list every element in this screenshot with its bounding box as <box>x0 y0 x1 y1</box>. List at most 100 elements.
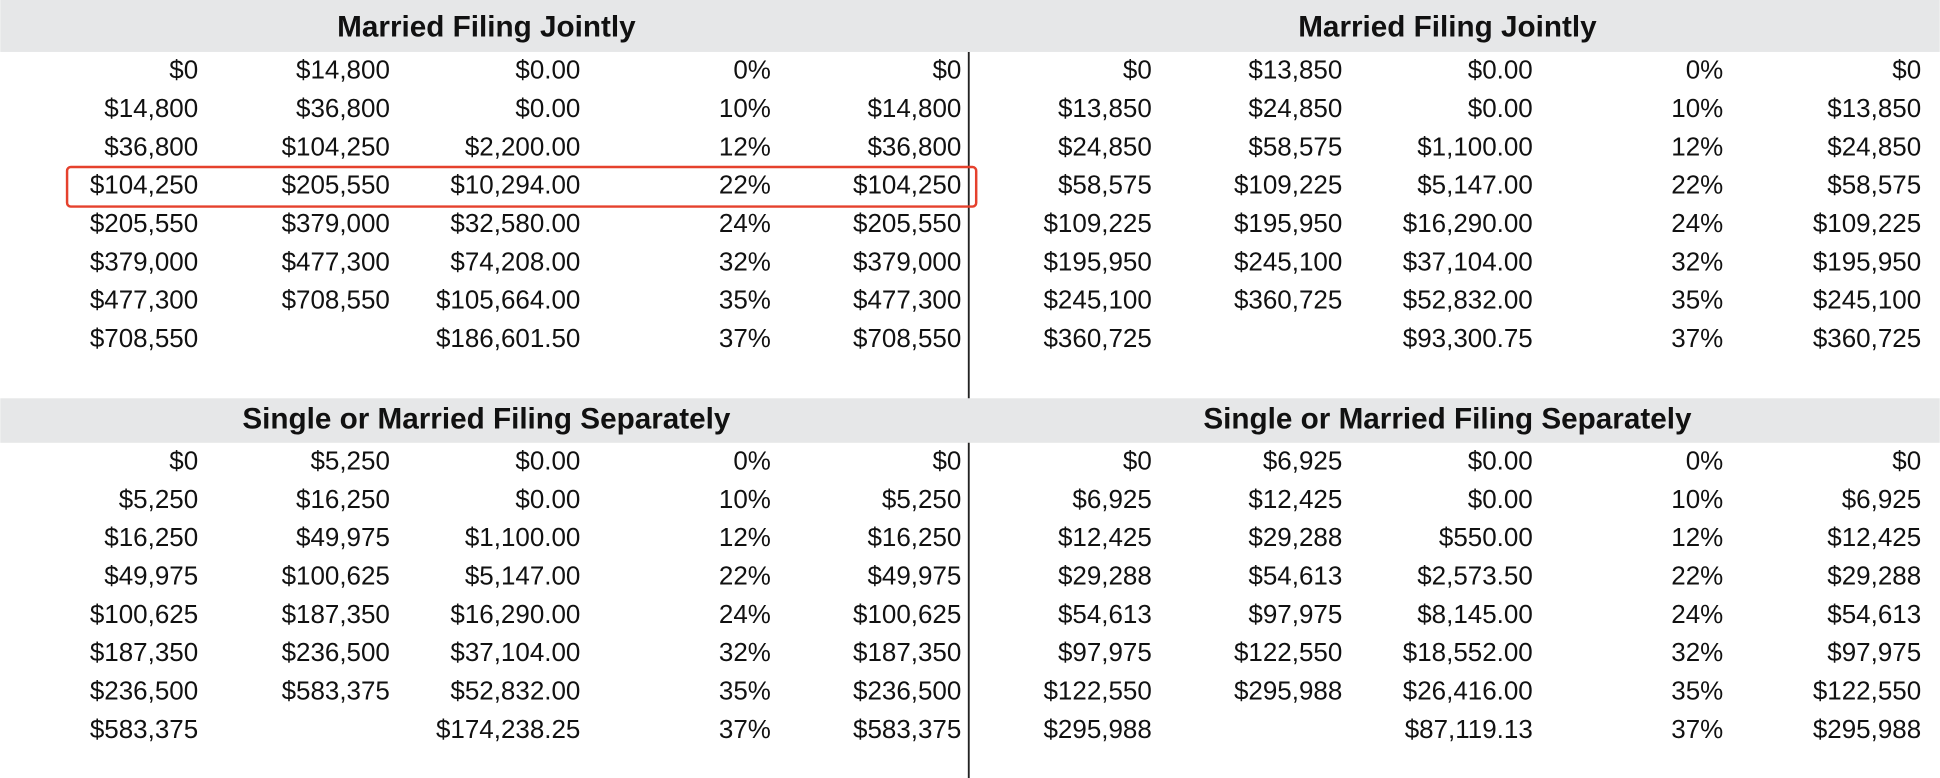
table-cell: $1,100.00 <box>1417 131 1533 161</box>
table-cell: $58,575 <box>1827 170 1921 200</box>
table-cell: $16,250 <box>867 522 961 552</box>
table-cell: $97,975 <box>1827 637 1921 667</box>
table-cell: $24,850 <box>1827 131 1921 161</box>
table-cell: $14,800 <box>867 93 961 123</box>
table-cell: $12,425 <box>1248 484 1342 514</box>
table-cell: $109,225 <box>1813 208 1921 238</box>
table-cell: $109,225 <box>1234 170 1342 200</box>
table-cell: 35% <box>719 676 771 706</box>
table-cell: 0% <box>1686 445 1724 475</box>
table-cell: $16,290.00 <box>1403 208 1533 238</box>
table-cell: $708,550 <box>853 323 961 353</box>
table-cell: $24,850 <box>1248 93 1342 123</box>
table-cell: $49,975 <box>296 522 390 552</box>
table-cell: $1,100.00 <box>465 522 581 552</box>
table-cell: $245,100 <box>1043 285 1151 315</box>
table-cell: $550.00 <box>1439 522 1533 552</box>
table-cell: $104,250 <box>90 170 198 200</box>
table-cell: 24% <box>719 599 771 629</box>
table-cell: 22% <box>719 170 771 200</box>
table-cell: 12% <box>719 131 771 161</box>
table-cell: $10,294.00 <box>450 170 580 200</box>
table-cell: $36,800 <box>104 131 198 161</box>
table-cell: 32% <box>719 246 771 276</box>
table-cell: 0% <box>1686 55 1724 85</box>
header-band <box>0 0 1940 52</box>
table-cell: $0 <box>1123 55 1152 85</box>
table-cell: $205,550 <box>282 170 390 200</box>
table-cell: $360,725 <box>1234 285 1342 315</box>
table-cell: 10% <box>719 484 771 514</box>
table-cell: $13,850 <box>1827 93 1921 123</box>
table-cell: $195,950 <box>1043 246 1151 276</box>
table-cell: $58,575 <box>1248 131 1342 161</box>
table-title: Single or Married Filing Separately <box>1203 402 1692 435</box>
table-cell: $245,100 <box>1813 285 1921 315</box>
table-cell: $36,800 <box>296 93 390 123</box>
table-cell: $186,601.50 <box>436 323 580 353</box>
table-cell: $6,925 <box>1263 445 1342 475</box>
table-cell: $0.00 <box>1468 484 1533 514</box>
table-cell: $0.00 <box>1468 93 1533 123</box>
table-cell: 22% <box>1671 170 1723 200</box>
table-cell: $122,550 <box>1813 676 1921 706</box>
table-cell: 10% <box>719 93 771 123</box>
table-cell: $360,725 <box>1043 323 1151 353</box>
table-cell: $100,625 <box>282 560 390 590</box>
table-cell: $49,975 <box>867 560 961 590</box>
table-cell: $295,988 <box>1234 676 1342 706</box>
table-cell: $708,550 <box>282 285 390 315</box>
table-cell: $379,000 <box>282 208 390 238</box>
table-cell: $16,250 <box>104 522 198 552</box>
table-cell: 0% <box>733 55 771 85</box>
table-cell: $583,375 <box>282 676 390 706</box>
table-cell: $0.00 <box>1468 55 1533 85</box>
table-cell: $49,975 <box>104 560 198 590</box>
table-cell: 35% <box>1671 676 1723 706</box>
table-cell: $29,288 <box>1827 560 1921 590</box>
table-cell: $477,300 <box>282 246 390 276</box>
table-cell: $100,625 <box>90 599 198 629</box>
table-cell: $36,800 <box>867 131 961 161</box>
header-band <box>0 398 1940 443</box>
table-cell: 37% <box>1671 714 1723 744</box>
table-cell: 0% <box>733 445 771 475</box>
table-cell: $360,725 <box>1813 323 1921 353</box>
table-cell: $477,300 <box>853 285 961 315</box>
table-cell: 35% <box>719 285 771 315</box>
table-cell: $122,550 <box>1043 676 1151 706</box>
table-cell: $0.00 <box>515 445 580 475</box>
table-title: Married Filing Jointly <box>1298 10 1597 43</box>
table-cell: 24% <box>1671 599 1723 629</box>
table-cell: 22% <box>1671 560 1723 590</box>
table-cell: $52,832.00 <box>1403 285 1533 315</box>
table-cell: $18,552.00 <box>1403 637 1533 667</box>
table-cell: 12% <box>1671 522 1723 552</box>
table-cell: $379,000 <box>90 246 198 276</box>
table-cell: $0 <box>932 55 961 85</box>
table-cell: $2,200.00 <box>465 131 581 161</box>
table-cell: $477,300 <box>90 285 198 315</box>
table-cell: $0 <box>169 445 198 475</box>
table-cell: $104,250 <box>853 170 961 200</box>
table-cell: 22% <box>719 560 771 590</box>
table-cell: $187,350 <box>853 637 961 667</box>
table-cell: $13,850 <box>1058 93 1152 123</box>
table-cell: 32% <box>1671 637 1723 667</box>
table-cell: $8,145.00 <box>1417 599 1533 629</box>
table-cell: $97,975 <box>1248 599 1342 629</box>
table-cell: $5,250 <box>310 445 389 475</box>
table-cell: $0.00 <box>1468 445 1533 475</box>
table-cell: $37,104.00 <box>1403 246 1533 276</box>
table-cell: 37% <box>719 714 771 744</box>
table-cell: $122,550 <box>1234 637 1342 667</box>
table-cell: 24% <box>1671 208 1723 238</box>
table-cell: $87,119.13 <box>1405 714 1533 744</box>
table-cell: $708,550 <box>90 323 198 353</box>
table-cell: $105,664.00 <box>436 285 580 315</box>
table-cell: $295,988 <box>1043 714 1151 744</box>
table-cell: $14,800 <box>104 93 198 123</box>
table-cell: $236,500 <box>853 676 961 706</box>
